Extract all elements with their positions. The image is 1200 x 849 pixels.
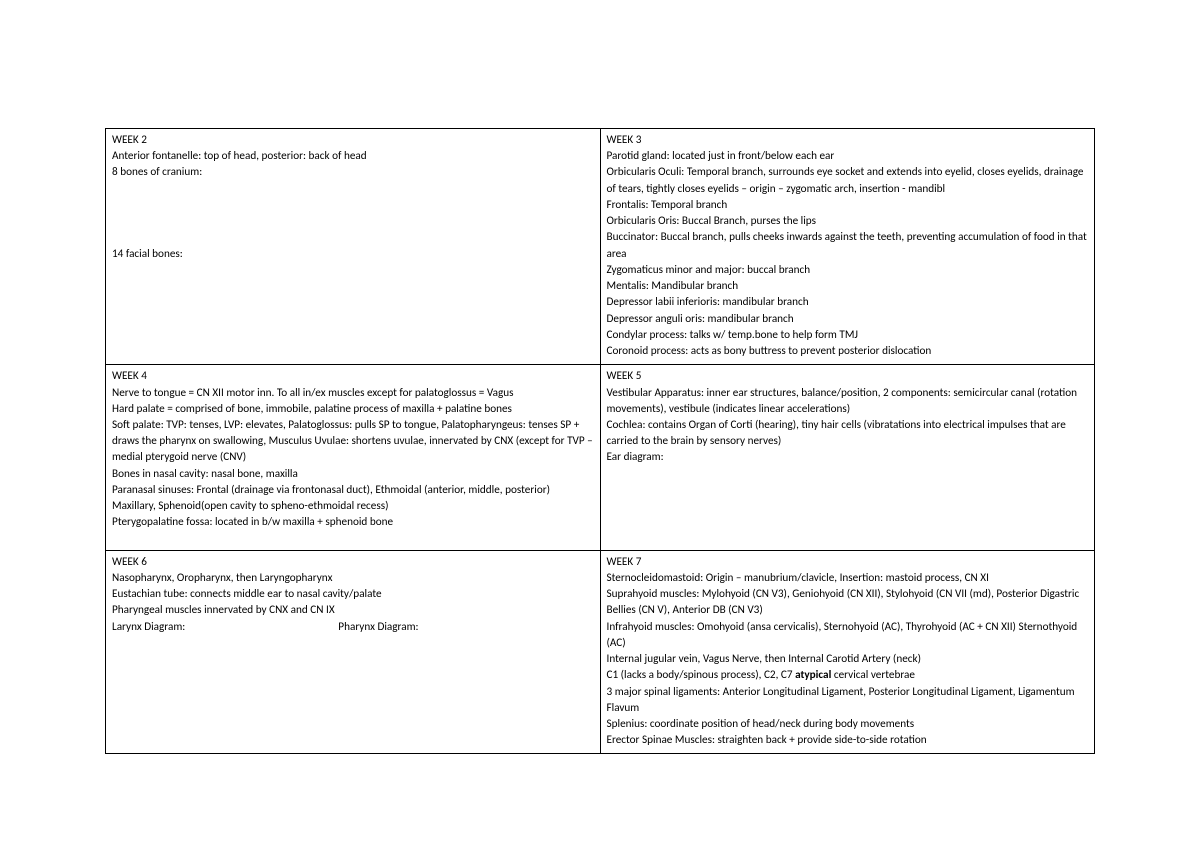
cell-week-6: WEEK 6 Nasopharynx, Oropharynx, then Lar… xyxy=(106,550,601,754)
cell-line: Bones in nasal cavity: nasal bone, maxil… xyxy=(112,466,594,482)
cell-title: WEEK 3 xyxy=(607,132,1089,148)
cell-line: Parotid gland: located just in front/bel… xyxy=(607,148,1089,164)
cell-line: Splenius: coordinate position of head/ne… xyxy=(607,716,1089,732)
table-row: WEEK 2 Anterior fontanelle: top of head,… xyxy=(106,129,1095,365)
bold-run: atypical xyxy=(795,668,831,682)
cell-line: Suprahyoid muscles: Mylohyoid (CN V3), G… xyxy=(607,586,1089,618)
cell-line xyxy=(112,229,594,245)
table-row: WEEK 6 Nasopharynx, Oropharynx, then Lar… xyxy=(106,550,1095,754)
blank-line xyxy=(112,531,594,545)
cell-line-atypical: C1 (lacks a body/spinous process), C2, C… xyxy=(607,667,1089,683)
cell-line: Orbicularis Oris: Buccal Branch, purses … xyxy=(607,213,1089,229)
cell-line: Zygomaticus minor and major: buccal bran… xyxy=(607,262,1089,278)
cell-line: Pharyngeal muscles innervated by CNX and… xyxy=(112,602,594,618)
cell-line xyxy=(112,213,594,229)
cell-week-5: WEEK 5 Vestibular Apparatus: inner ear s… xyxy=(600,365,1095,550)
cell-title: WEEK 2 xyxy=(112,132,594,148)
cell-line: Condylar process: talks w/ temp.bone to … xyxy=(607,327,1089,343)
cell-line: Cochlea: contains Organ of Corti (hearin… xyxy=(607,417,1089,449)
cell-line: Depressor labii inferioris: mandibular b… xyxy=(607,294,1089,310)
cell-line: 3 major spinal ligaments: Anterior Longi… xyxy=(607,684,1089,716)
document-page: WEEK 2 Anterior fontanelle: top of head,… xyxy=(0,0,1200,814)
cell-line: Internal jugular vein, Vagus Nerve, then… xyxy=(607,651,1089,667)
cell-line: Buccinator: Buccal branch, pulls cheeks … xyxy=(607,229,1089,261)
cell-line: Hard palate = comprised of bone, immobil… xyxy=(112,401,594,417)
cell-title: WEEK 7 xyxy=(607,554,1089,570)
cell-title: WEEK 5 xyxy=(607,368,1089,384)
cell-line: Frontalis: Temporal branch xyxy=(607,197,1089,213)
cell-line: 8 bones of cranium: xyxy=(112,164,594,180)
cell-line xyxy=(112,197,594,213)
cell-line: Sternocleidomastoid: Origin – manubrium/… xyxy=(607,570,1089,586)
cell-title: WEEK 6 xyxy=(112,554,594,570)
cell-line: Orbicularis Oculi: Temporal branch, surr… xyxy=(607,164,1089,196)
cell-title: WEEK 4 xyxy=(112,368,594,384)
text-run: C1 (lacks a body/spinous process), C2, C… xyxy=(607,668,796,682)
diagram-labels-row: Larynx Diagram: Pharynx Diagram: xyxy=(112,619,594,635)
cell-line: Nerve to tongue = CN XII motor inn. To a… xyxy=(112,385,594,401)
cell-line: Erector Spinae Muscles: straighten back … xyxy=(607,732,1089,748)
cell-line: Paranasal sinuses: Frontal (drainage via… xyxy=(112,482,594,514)
cell-week-7: WEEK 7 Sternocleidomastoid: Origin – man… xyxy=(600,550,1095,754)
cell-line: Pterygopalatine fossa: located in b/w ma… xyxy=(112,514,594,530)
cell-line xyxy=(112,181,594,197)
cell-line: Ear diagram: xyxy=(607,449,1089,465)
larynx-diagram-label: Larynx Diagram: xyxy=(112,619,338,635)
cell-line: 14 facial bones: xyxy=(112,246,594,262)
cell-line: Depressor anguli oris: mandibular branch xyxy=(607,311,1089,327)
text-run: cervical vertebrae xyxy=(831,668,915,682)
cell-week-2: WEEK 2 Anterior fontanelle: top of head,… xyxy=(106,129,601,365)
cell-line: Anterior fontanelle: top of head, poster… xyxy=(112,148,594,164)
cell-week-3: WEEK 3 Parotid gland: located just in fr… xyxy=(600,129,1095,365)
notes-table: WEEK 2 Anterior fontanelle: top of head,… xyxy=(105,128,1095,754)
cell-line: Infrahyoid muscles: Omohyoid (ansa cervi… xyxy=(607,619,1089,651)
pharynx-diagram-label: Pharynx Diagram: xyxy=(338,619,418,635)
cell-line: Mentalis: Mandibular branch xyxy=(607,278,1089,294)
cell-line: Vestibular Apparatus: inner ear structur… xyxy=(607,385,1089,417)
cell-line: Soft palate: TVP: tenses, LVP: elevates,… xyxy=(112,417,594,466)
cell-line: Coronoid process: acts as bony buttress … xyxy=(607,343,1089,359)
table-row: WEEK 4 Nerve to tongue = CN XII motor in… xyxy=(106,365,1095,550)
cell-week-4: WEEK 4 Nerve to tongue = CN XII motor in… xyxy=(106,365,601,550)
cell-line: Nasopharynx, Oropharynx, then Laryngopha… xyxy=(112,570,594,586)
cell-line: Eustachian tube: connects middle ear to … xyxy=(112,586,594,602)
